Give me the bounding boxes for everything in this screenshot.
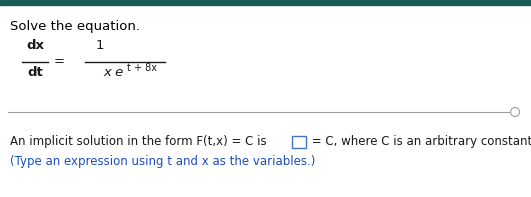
Text: 1: 1 [96,39,104,52]
Text: Solve the equation.: Solve the equation. [10,20,140,33]
Bar [0,0,531,5]
Text: = C, where C is an arbitrary constant.: = C, where C is an arbitrary constant. [308,135,531,148]
Text: t + 8x: t + 8x [127,63,157,73]
Text: An implicit solution in the form F(t,x) = C is: An implicit solution in the form F(t,x) … [10,135,267,148]
Text: x e: x e [103,66,123,79]
Text: (Type an expression using t and x as the variables.): (Type an expression using t and x as the… [10,155,315,168]
Text: dx: dx [26,39,44,52]
Bar [292,136,306,148]
Text: =: = [54,56,64,69]
Text: dt: dt [27,66,43,79]
